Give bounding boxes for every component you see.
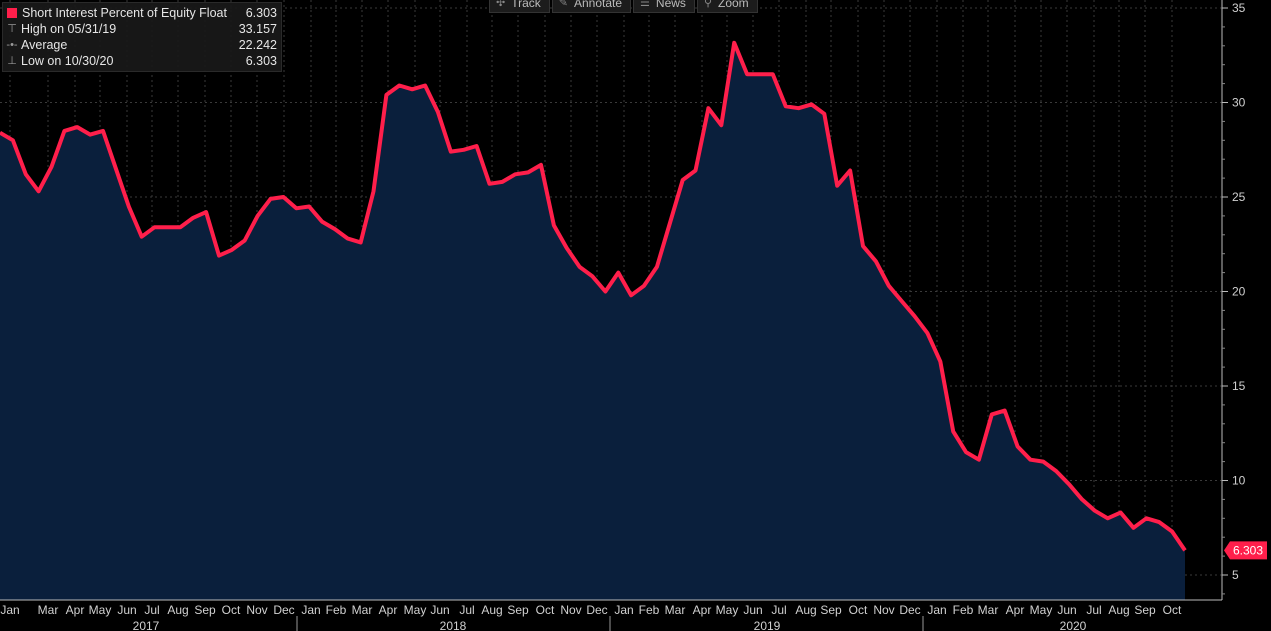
x-axis: Jan Mar Apr May Jun Jul Aug Sep Oct Nov Dec Jan Feb M…	[0, 599, 1222, 631]
x-tick-label: Mar	[665, 603, 686, 617]
news-button[interactable]: ☰ News	[633, 0, 695, 13]
year-label: 2018	[440, 619, 467, 631]
track-button[interactable]: ✣ Track	[489, 0, 550, 13]
x-tick-label: May	[89, 603, 112, 617]
y-tick-label: 15	[1232, 379, 1246, 393]
series-line	[0, 40, 1187, 552]
annotate-label: Annotate	[574, 0, 623, 10]
x-tick-label: Oct	[1163, 603, 1182, 617]
x-tick-label: Dec	[273, 603, 294, 617]
x-tick-label: Jan	[927, 603, 946, 617]
zoom-label: Zoom	[718, 0, 749, 10]
x-tick-label: Jun	[430, 603, 449, 617]
x-tick-label: Jan	[301, 603, 320, 617]
x-tick-label: Oct	[536, 603, 555, 617]
x-tick-label: Dec	[899, 603, 920, 617]
x-tick-label: Apr	[379, 603, 398, 617]
legend-low-value: 6.303	[245, 54, 277, 68]
x-tick-label: Apr	[66, 603, 85, 617]
y-tick-label: 30	[1232, 96, 1246, 110]
legend-high-value: 33.157	[238, 22, 277, 36]
y-tick-label: 20	[1232, 285, 1246, 299]
x-tick-label: Aug	[167, 603, 188, 617]
year-label: 2017	[133, 619, 160, 631]
x-tick-label: May	[404, 603, 427, 617]
x-tick-label: Jan	[614, 603, 633, 617]
news-icon: ☰	[640, 0, 650, 9]
last-value-label: 6.303	[1233, 543, 1263, 557]
x-tick-label: Nov	[873, 603, 894, 617]
x-tick-label: Oct	[849, 603, 868, 617]
x-tick-label: Sep	[194, 603, 216, 617]
crosshair-icon: ✣	[496, 0, 506, 9]
x-tick-label: Aug	[481, 603, 502, 617]
year-label: 2020	[1060, 619, 1087, 631]
x-tick-label: May	[716, 603, 739, 617]
x-tick-label: Sep	[1134, 603, 1156, 617]
x-tick-label: Sep	[820, 603, 842, 617]
y-tick-label: 10	[1232, 474, 1246, 488]
x-tick-label: Mar	[352, 603, 373, 617]
x-tick-label: Jun	[1057, 603, 1076, 617]
annotate-button[interactable]: ✎ Annotate	[551, 0, 632, 13]
x-tick-label: Jul	[459, 603, 474, 617]
series-area-fill	[0, 42, 1185, 601]
legend-low-label: Low on 10/30/20	[21, 54, 114, 68]
x-tick-label: Aug	[1108, 603, 1129, 617]
x-tick-label: Feb	[326, 603, 347, 617]
x-tick-label: Jul	[144, 603, 159, 617]
last-value-tag: 6.303	[1224, 541, 1267, 560]
legend-average-row: -•- Average 22.242	[6, 37, 277, 53]
y-axis: 5 10 15 20 25 30 35	[1221, 0, 1246, 600]
legend-average-label: Average	[21, 38, 68, 52]
x-tick-label: Feb	[953, 603, 974, 617]
chart-toolbar: ✣ Track ✎ Annotate ☰ News ⚲ Zoom	[489, 0, 760, 13]
x-tick-label: Jul	[771, 603, 786, 617]
x-tick-label: Nov	[560, 603, 581, 617]
x-tick-label: Oct	[222, 603, 241, 617]
legend-high-label: High on 05/31/19	[21, 22, 117, 36]
news-label: News	[655, 0, 686, 10]
legend-low-row: ⊥ Low on 10/30/20 6.303	[6, 53, 277, 69]
legend-average-value: 22.242	[238, 38, 277, 52]
magnifier-icon: ⚲	[703, 0, 712, 9]
zoom-button[interactable]: ⚲ Zoom	[696, 0, 758, 13]
x-tick-label: Jul	[1086, 603, 1101, 617]
x-tick-label: Nov	[246, 603, 267, 617]
x-tick-label: Jun	[743, 603, 762, 617]
y-tick-label: 35	[1232, 1, 1246, 15]
x-tick-label: Feb	[639, 603, 660, 617]
year-label: 2019	[754, 619, 781, 631]
x-tick-label: Dec	[586, 603, 607, 617]
x-tick-label: May	[1030, 603, 1053, 617]
high-marker-icon: ⊤	[7, 23, 17, 35]
x-tick-label: Apr	[1006, 603, 1025, 617]
x-tick-label: Mar	[38, 603, 59, 617]
series-color-swatch	[7, 8, 17, 18]
x-tick-label: Aug	[795, 603, 816, 617]
x-tick-label: Mar	[978, 603, 999, 617]
y-tick-label: 5	[1232, 568, 1239, 582]
legend: Short Interest Percent of Equity Float 6…	[2, 2, 282, 72]
x-tick-label: Apr	[693, 603, 712, 617]
legend-series-label: Short Interest Percent of Equity Float	[22, 6, 227, 20]
pencil-icon: ✎	[558, 0, 568, 9]
low-marker-icon: ⊥	[7, 55, 17, 67]
legend-series-row[interactable]: Short Interest Percent of Equity Float 6…	[6, 5, 277, 21]
y-tick-label: 25	[1232, 190, 1246, 204]
x-tick-label: Jan	[0, 603, 19, 617]
average-marker-icon: -•-	[6, 39, 18, 51]
legend-high-row: ⊤ High on 05/31/19 33.157	[6, 21, 277, 37]
last-value-badge	[1224, 541, 1267, 560]
x-tick-label: Sep	[507, 603, 529, 617]
x-tick-label: Jun	[117, 603, 136, 617]
track-label: Track	[511, 0, 541, 10]
legend-series-value: 6.303	[245, 6, 277, 20]
